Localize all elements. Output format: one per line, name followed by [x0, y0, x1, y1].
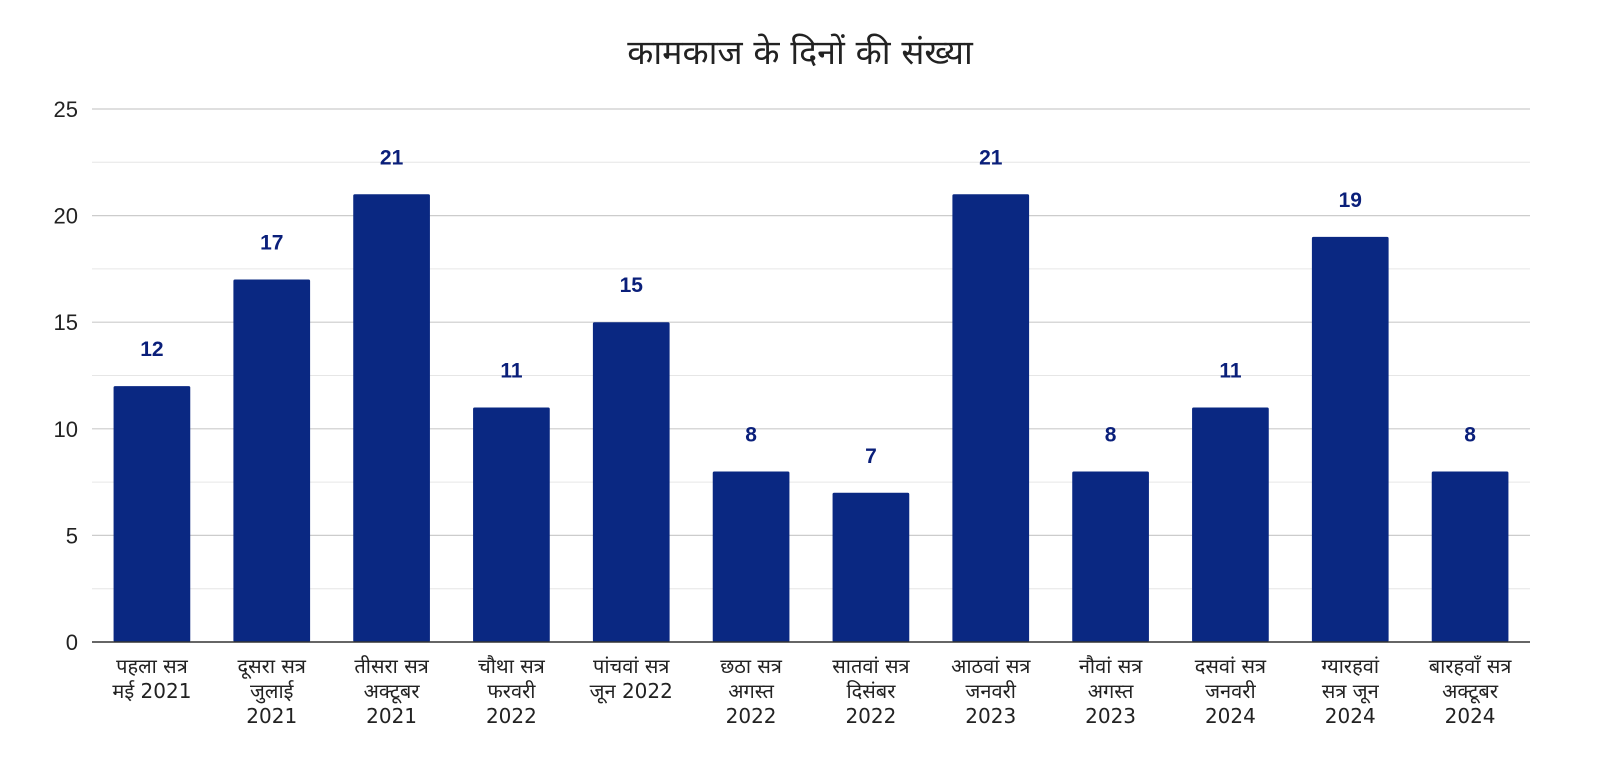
bar	[1311, 236, 1389, 643]
x-tick-label-line: बारहवाँ सत्र	[1429, 654, 1513, 678]
data-label: 15	[620, 274, 644, 297]
data-label: 17	[260, 232, 283, 255]
bar	[353, 194, 430, 642]
x-tick-label: नौवां सत्र अगस्त 2023	[1079, 654, 1143, 728]
x-tick-label-line: चौथा सत्र	[478, 654, 546, 678]
x-tick-label-line: फरवरी	[487, 679, 536, 703]
bars	[113, 194, 1509, 643]
x-tick-label-line: सातवां सत्र	[832, 654, 910, 678]
data-label: 12	[140, 338, 163, 361]
data-label: 19	[1339, 189, 1362, 212]
x-tick-label-line: 2021	[366, 704, 417, 728]
x-tick-label: दसवां सत्र जनवरी 2024	[1195, 654, 1267, 728]
y-tick-label: 0	[66, 630, 78, 655]
x-tick-label-line: मई 2021	[112, 679, 191, 703]
x-tick-label-line: अगस्त	[1088, 679, 1134, 703]
data-label: 7	[865, 445, 877, 468]
x-tick-label-line: अक्टूबर	[364, 679, 421, 704]
x-tick-label-line: 2023	[965, 704, 1016, 728]
x-tick-label: आठवां सत्र जनवरी 2023	[951, 654, 1031, 728]
bar	[712, 471, 790, 642]
bar	[113, 386, 191, 642]
data-label: 21	[979, 146, 1003, 169]
x-tick-label-line: जून 2022	[590, 679, 673, 704]
x-tick-label-line: 2024	[1205, 704, 1256, 728]
x-tick-label: सातवां सत्र दिसंबर 2022	[832, 654, 910, 728]
data-label: 8	[1105, 423, 1117, 446]
x-tick-label-line: जनवरी	[966, 679, 1017, 703]
x-tick-label-line: सत्र जून	[1322, 679, 1380, 704]
x-tick-label-line: दूसरा सत्र	[238, 654, 307, 679]
bar	[832, 492, 910, 642]
y-tick-label: 10	[54, 417, 78, 442]
x-tick-label-line: 2024	[1325, 704, 1376, 728]
x-tick-label-line: अक्टूबर	[1442, 679, 1499, 704]
data-label: 11	[1219, 359, 1242, 382]
y-tick-label: 15	[54, 310, 78, 335]
x-tick-label-line: दिसंबर	[846, 679, 896, 703]
bar	[592, 322, 670, 642]
data-label: 11	[500, 359, 523, 382]
x-tick-label: दूसरा सत्र जुलाई 2021	[238, 654, 307, 728]
x-tick-label-line: 2024	[1445, 704, 1496, 728]
x-tick-label: पहला सत्र मई 2021	[112, 654, 191, 703]
x-tick-label-line: दसवां सत्र	[1195, 654, 1267, 678]
data-label: 8	[745, 423, 757, 446]
y-tick-label: 5	[66, 523, 78, 548]
bar	[1431, 471, 1509, 642]
data-label: 21	[380, 146, 404, 169]
x-tick-label: चौथा सत्र फरवरी 2022	[478, 654, 546, 728]
x-tick-label-line: अगस्त	[728, 679, 774, 703]
gridlines	[92, 108, 1530, 590]
bar	[952, 194, 1030, 642]
x-tick-label-line: 2022	[486, 704, 537, 728]
data-label: 8	[1464, 423, 1476, 446]
bar	[1072, 471, 1149, 642]
x-tick-label-line: 2022	[726, 704, 777, 728]
x-tick-label: छठा सत्र अगस्त 2022	[720, 654, 783, 728]
x-tick-label-line: ग्यारहवां	[1322, 654, 1380, 678]
x-tick-label-line: पांचवां सत्र	[593, 654, 670, 678]
x-tick-label-line: 2023	[1085, 704, 1136, 728]
x-tick-label-line: आठवां सत्र	[951, 654, 1031, 678]
x-tick-label: तीसरा सत्र अक्टूबर 2021	[354, 654, 429, 728]
x-tick-label: बारहवाँ सत्र अक्टूबर 2024	[1429, 654, 1513, 728]
x-tick-label: ग्यारहवां सत्र जून 2024	[1322, 654, 1380, 728]
x-tick-label-line: छठा सत्र	[720, 654, 783, 678]
y-axis: 0 5 10 15 20 25	[54, 97, 78, 655]
x-tick-label-line: जुलाई	[250, 679, 295, 704]
chart-title: कामकाज के दिनों की संख्या	[627, 33, 974, 73]
bar	[1192, 407, 1269, 642]
x-tick-label-line: पहला सत्र	[116, 654, 189, 678]
data-labels: 12 17 21 11 15 8 7 21 8 11 19 8	[140, 146, 1476, 467]
x-tick-label-line: जनवरी	[1205, 679, 1256, 703]
x-tick-label: पांचवां सत्र जून 2022	[590, 654, 673, 704]
bar	[473, 407, 550, 642]
x-tick-label-line: तीसरा सत्र	[354, 654, 429, 678]
y-tick-label: 20	[54, 204, 78, 229]
x-tick-label-line: नौवां सत्र	[1079, 654, 1143, 678]
y-tick-label: 25	[54, 97, 78, 122]
bar	[233, 279, 311, 642]
x-tick-label-line: 2021	[246, 704, 297, 728]
x-tick-label-line: 2022	[845, 704, 896, 728]
